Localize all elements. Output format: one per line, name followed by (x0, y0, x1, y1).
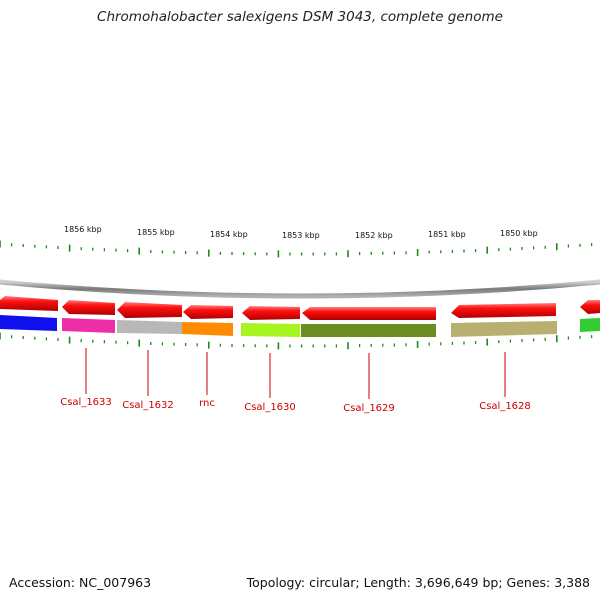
genome-backbone (0, 279, 600, 299)
gene-label-csal-1632[interactable]: Csal_1632 (122, 400, 174, 411)
gene-arrow-4 (183, 305, 233, 319)
gene-arrow-7 (451, 303, 556, 318)
gene-label-csal-1630[interactable]: Csal_1630 (244, 402, 296, 413)
scale-label-1854: 1854 kbp (210, 230, 248, 239)
scale-label-1851: 1851 kbp (428, 230, 466, 239)
footer-stats: Topology: circular; Length: 3,696,649 bp… (246, 575, 590, 590)
feature-block-khaki (451, 321, 557, 337)
feature-block-orange (182, 322, 233, 336)
gene-label-rnc[interactable]: rnc (199, 398, 215, 409)
scale-label-1853: 1853 kbp (282, 231, 320, 240)
forward-strand-track (0, 296, 600, 320)
scale-label-1855: 1855 kbp (137, 228, 175, 237)
tick-row-top (0, 240, 593, 258)
scale-label-1850: 1850 kbp (500, 229, 538, 238)
gene-callouts[interactable]: Csal_1633 Csal_1632 rnc Csal_1630 Csal_1… (60, 348, 531, 414)
page-title: Chromohalobacter salexigens DSM 3043, co… (97, 9, 503, 25)
gene-label-csal-1628[interactable]: Csal_1628 (479, 401, 531, 412)
tick-row-bottom (0, 332, 593, 350)
scale-label-1856: 1856 kbp (64, 225, 102, 234)
feature-block-gray (117, 320, 182, 334)
feature-block-green (580, 318, 600, 332)
gene-label-csal-1629[interactable]: Csal_1629 (343, 403, 395, 414)
gene-arrow-6 (302, 307, 436, 320)
scale-labels: 1856 kbp 1855 kbp 1854 kbp 1853 kbp 1852… (64, 225, 538, 240)
footer-accession: Accession: NC_007963 (9, 575, 152, 590)
gene-arrow-2 (62, 300, 115, 315)
feature-block-magenta (62, 318, 115, 333)
gene-arrow-8 (580, 300, 600, 314)
gene-label-csal-1633[interactable]: Csal_1633 (60, 397, 112, 408)
gene-arrow-5 (242, 306, 300, 320)
scale-label-1852: 1852 kbp (355, 231, 393, 240)
feature-block-blue (0, 315, 57, 331)
gene-arrow-3 (117, 302, 182, 318)
feature-block-olive (301, 324, 436, 337)
feature-track (0, 315, 600, 337)
feature-block-lime (241, 323, 300, 337)
gene-arrow-1 (0, 296, 58, 311)
